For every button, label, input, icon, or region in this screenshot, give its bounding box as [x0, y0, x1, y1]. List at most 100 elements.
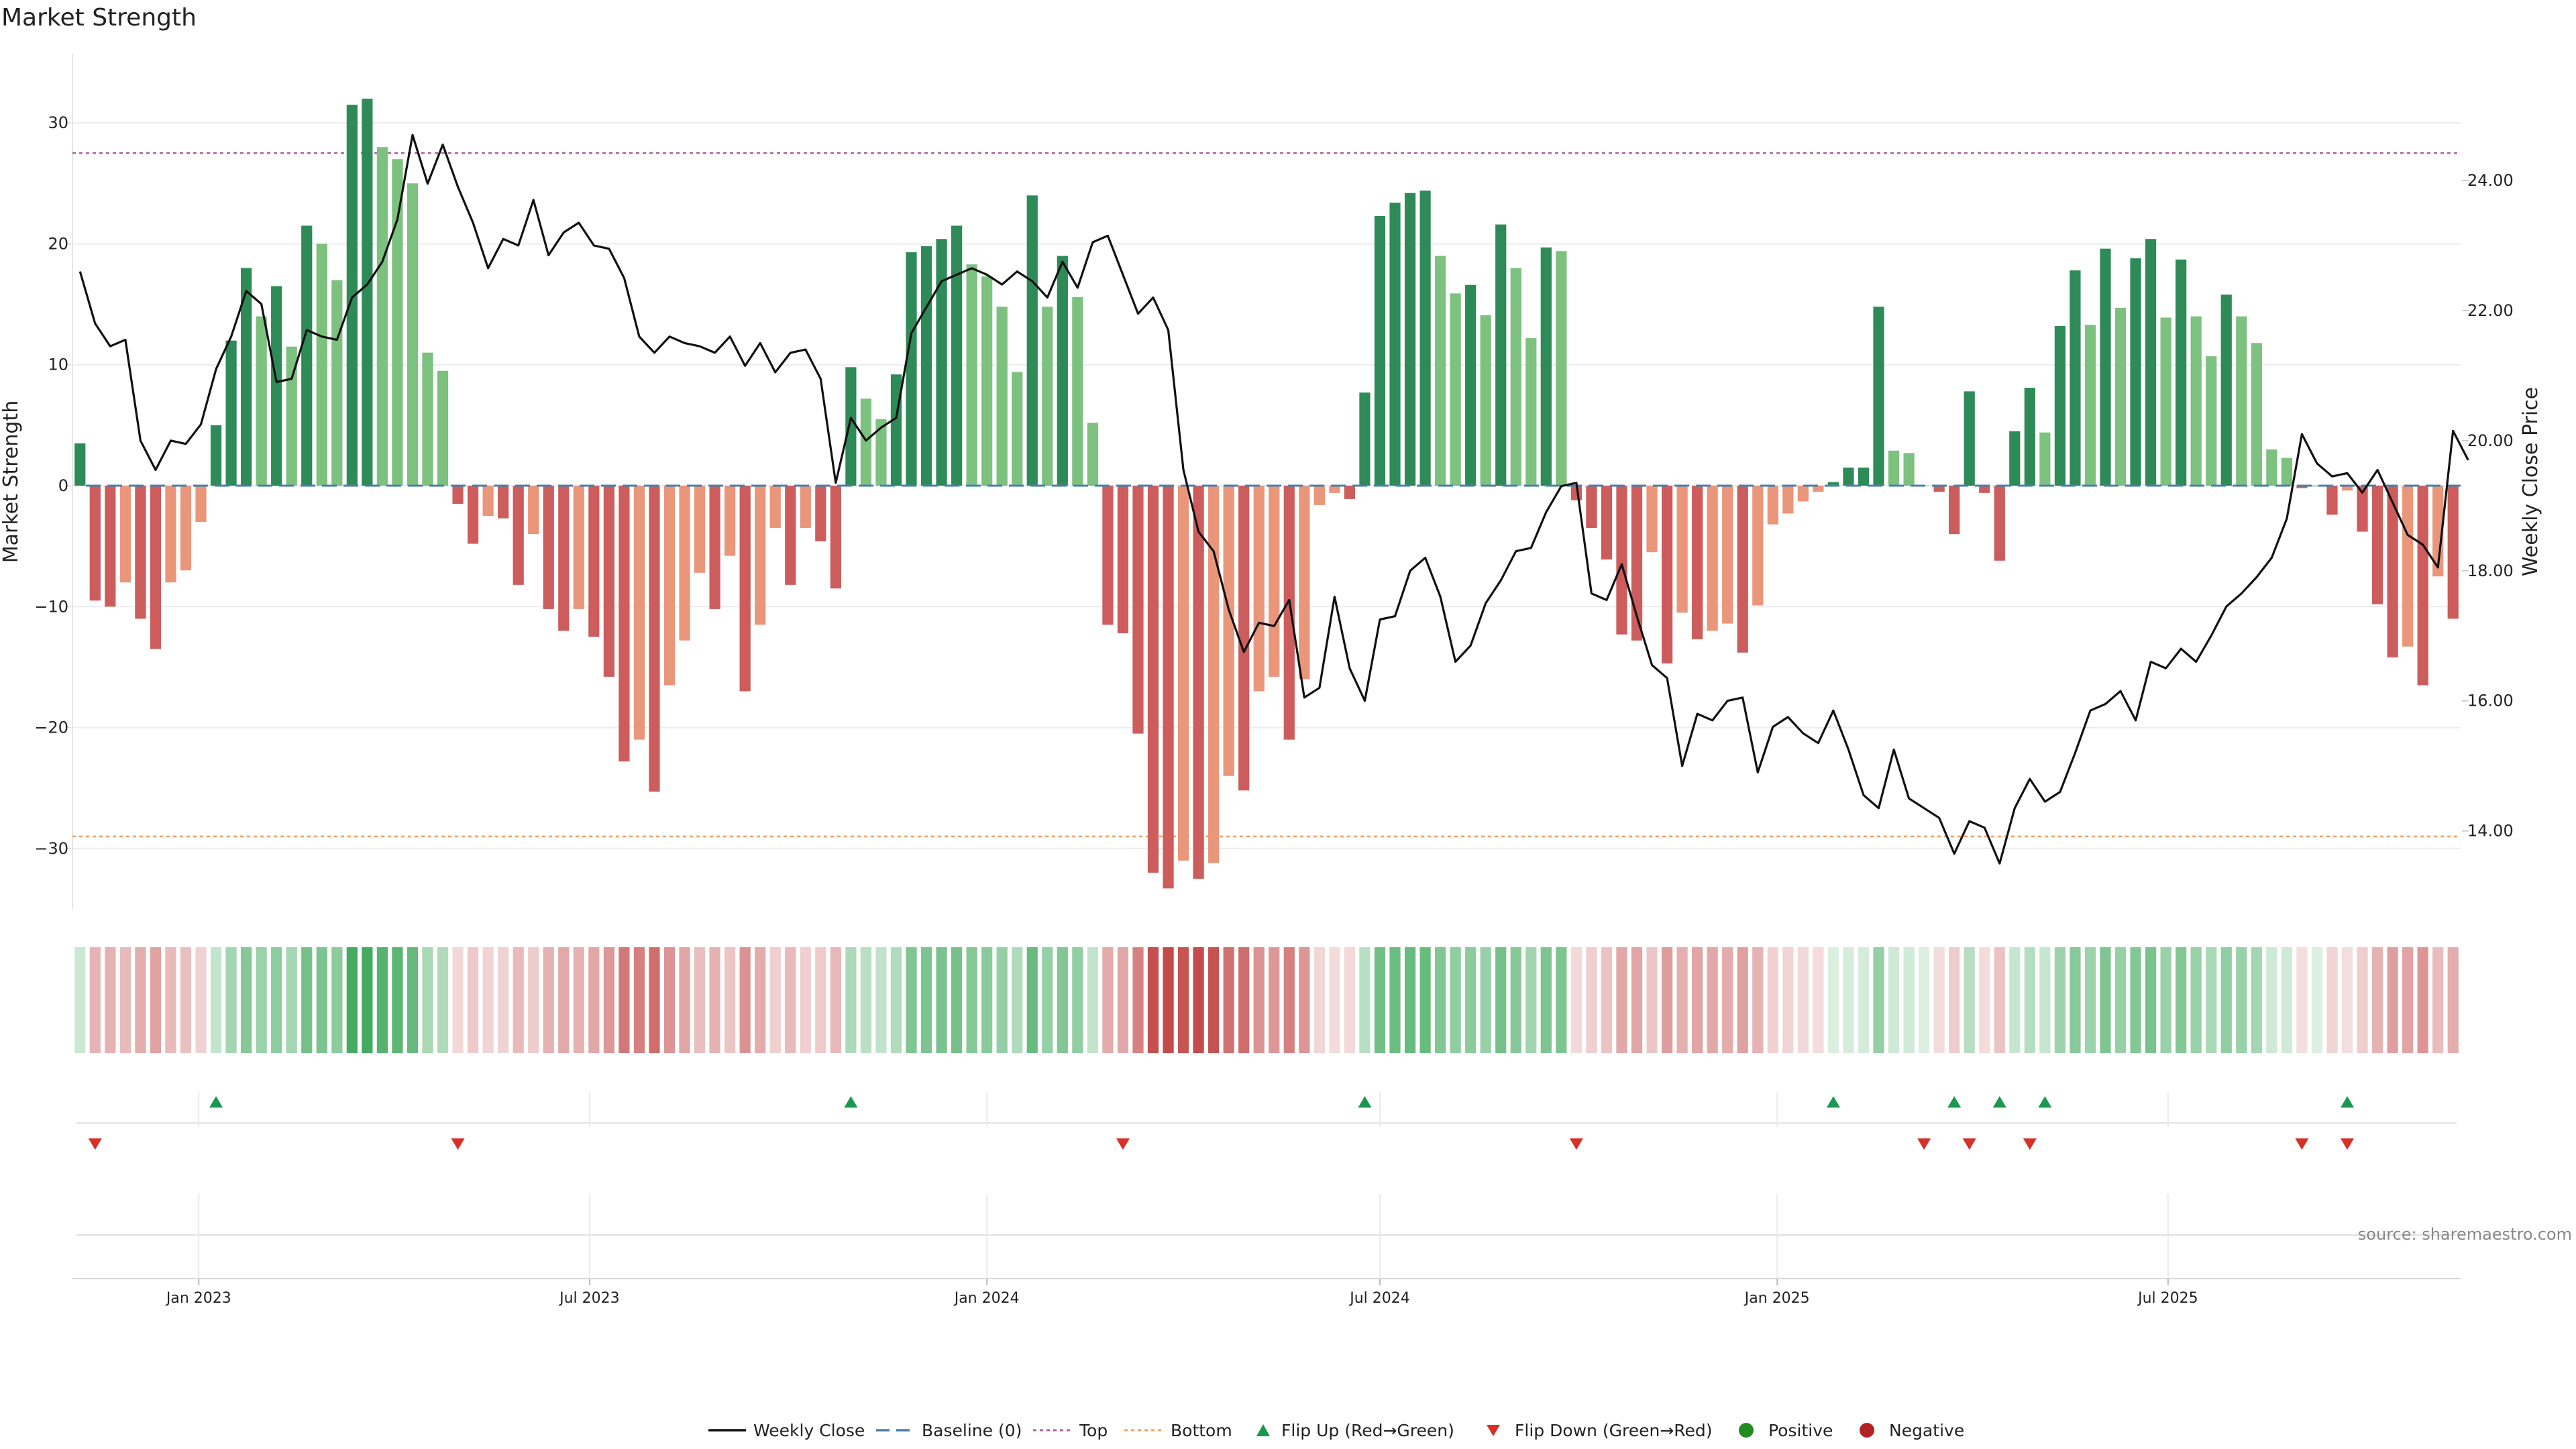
- heat-cell: [2236, 947, 2247, 1053]
- strength-bar: [1132, 486, 1144, 734]
- heat-cell: [1752, 947, 1764, 1053]
- strength-bar: [2070, 270, 2081, 486]
- flip-down-marker: [451, 1138, 465, 1150]
- strength-bar: [1163, 486, 1174, 889]
- heat-cell: [346, 947, 358, 1053]
- heat-cell: [1903, 947, 1915, 1053]
- heat-cell: [1419, 947, 1431, 1053]
- right-tick-label: 24.00: [2467, 171, 2514, 190]
- legend-flip-up-icon: [1256, 1424, 1270, 1436]
- strength-bar: [1601, 486, 1613, 559]
- heat-cell: [2251, 947, 2262, 1053]
- strength-bar: [1752, 486, 1764, 606]
- strength-bar: [875, 419, 887, 486]
- strength-bar: [2009, 431, 2021, 486]
- heat-cell: [1072, 947, 1083, 1053]
- legend-positive-dot-icon: [1739, 1423, 1754, 1438]
- flip-up-marker: [844, 1096, 858, 1108]
- strength-bar: [906, 252, 917, 486]
- strength-bar: [1223, 486, 1234, 776]
- heat-cell: [1269, 947, 1280, 1053]
- right-axis-label: Weekly Close Price: [2519, 387, 2542, 576]
- strength-bar: [1374, 215, 1386, 486]
- heat-cell: [2447, 947, 2459, 1053]
- flip-down-marker: [1116, 1138, 1130, 1150]
- right-axis-ticks: 24.00 22.00 20.00 18.00 16.00 14.00: [2462, 171, 2514, 841]
- heat-cell: [2220, 947, 2232, 1053]
- strength-bar: [619, 486, 630, 762]
- legend-label: Flip Down (Green→Red): [1515, 1421, 1713, 1440]
- heat-cell: [376, 947, 388, 1053]
- flip-up-marker: [1947, 1096, 1962, 1108]
- heat-cell: [1132, 947, 1144, 1053]
- strength-bar: [467, 486, 479, 544]
- heat-cell: [1782, 947, 1794, 1053]
- strength-bar: [346, 105, 358, 486]
- left-tick-label: −10: [34, 597, 68, 616]
- legend-label: Top: [1079, 1421, 1108, 1440]
- strength-bar: [2357, 486, 2368, 532]
- strength-bar: [195, 486, 207, 523]
- legend-label: Flip Up (Red→Green): [1281, 1421, 1454, 1440]
- heat-cell: [1858, 947, 1870, 1053]
- strength-bar: [256, 316, 267, 486]
- strength-bar: [663, 486, 676, 686]
- heat-cell: [1873, 947, 1884, 1053]
- heat-cell: [709, 947, 720, 1053]
- heat-cell: [2100, 947, 2111, 1053]
- heat-cell: [407, 947, 419, 1053]
- heat-cell: [286, 947, 297, 1053]
- heat-cell: [135, 947, 146, 1053]
- heat-cell: [1525, 947, 1537, 1053]
- strength-bar: [2024, 387, 2035, 486]
- strength-bar: [2220, 294, 2232, 486]
- strength-bar: [1813, 486, 1824, 492]
- flip-up-marker: [1992, 1096, 2006, 1108]
- source-note: source: sharemaestro.com: [2358, 1225, 2572, 1244]
- heat-cell: [1933, 947, 1945, 1053]
- strength-bar: [1616, 486, 1627, 635]
- strength-bar: [1389, 203, 1401, 486]
- strength-bar: [2236, 316, 2247, 486]
- heat-cell: [815, 947, 826, 1053]
- strength-bar: [1903, 453, 1915, 486]
- date-axis: Jan 2023 Jul 2023 Jan 2024 Jul 2024 Jan 2025…: [72, 1092, 2461, 1307]
- heat-cell: [996, 947, 1008, 1053]
- strength-bar: [241, 268, 252, 486]
- strength-bar: [2281, 458, 2292, 486]
- strength-bar: [1858, 467, 1870, 486]
- legend-label: Positive: [1768, 1421, 1833, 1440]
- heat-cell: [1480, 947, 1491, 1053]
- strength-bar: [2417, 486, 2428, 686]
- right-tick-label: 22.00: [2467, 301, 2514, 320]
- heat-cell: [1616, 947, 1627, 1053]
- strength-bar: [1782, 486, 1794, 514]
- heat-cell: [1888, 947, 1900, 1053]
- heat-cell: [1631, 947, 1643, 1053]
- strength-bar: [1450, 293, 1461, 486]
- strength-bar: [649, 486, 660, 792]
- flip-up-marker: [209, 1096, 223, 1108]
- strength-bar: [2039, 432, 2051, 486]
- heat-cell: [1163, 947, 1174, 1053]
- heat-cell: [951, 947, 963, 1053]
- strength-bar: [679, 486, 690, 641]
- heat-cell: [1283, 947, 1295, 1053]
- heat-cell: [558, 947, 570, 1053]
- heat-cell: [2206, 947, 2217, 1053]
- heat-cell: [1979, 947, 1990, 1053]
- heat-cell: [1359, 947, 1371, 1053]
- left-tick-label: 30: [48, 113, 68, 132]
- strength-bar: [271, 286, 282, 486]
- flip-markers: [76, 1096, 2457, 1150]
- heat-cell: [2281, 947, 2292, 1053]
- strength-bar: [165, 486, 176, 583]
- heat-cell: [2160, 947, 2171, 1053]
- heat-cell: [2432, 947, 2444, 1053]
- heat-cell: [1042, 947, 1053, 1053]
- heat-cell: [2039, 947, 2051, 1053]
- heat-cell: [362, 947, 373, 1053]
- flip-up-marker: [2038, 1096, 2052, 1108]
- heat-cell: [105, 947, 116, 1053]
